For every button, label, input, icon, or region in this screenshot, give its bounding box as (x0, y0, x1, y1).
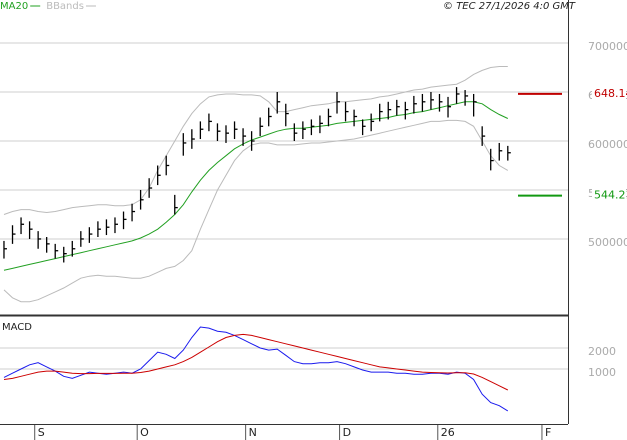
series-line (3, 66, 508, 215)
series-line (3, 101, 509, 271)
level-label-bg (592, 86, 626, 101)
y-tick-label: 1000 (588, 366, 616, 379)
annotation: © TEC 27/1/2026 4:0 GMT (443, 1, 576, 12)
y-tick-label: 500000 (588, 236, 627, 249)
series-line (3, 326, 509, 412)
band-lower (3, 119, 509, 303)
y-tick-label: 600000 (588, 138, 627, 151)
y-tick-label: 700000 (588, 40, 627, 53)
x-tick-label: D (343, 426, 351, 439)
x-tick-label: 26 (441, 426, 455, 439)
series-line (3, 333, 509, 391)
x-tick-label: N (249, 426, 257, 439)
legend-label: BBands (46, 1, 84, 12)
plot-area (0, 0, 568, 424)
x-tick-label: O (140, 426, 149, 439)
level-label-bg (592, 188, 626, 203)
level-label: 544.21 (594, 189, 627, 202)
level-label: 648.14 (594, 87, 627, 100)
x-tick-label: S (38, 426, 45, 439)
panel-title: MACD (2, 322, 32, 333)
legend-label: MA20 (0, 1, 28, 12)
x-tick-label: F (545, 426, 551, 439)
y-tick-label: 2000 (588, 345, 616, 358)
